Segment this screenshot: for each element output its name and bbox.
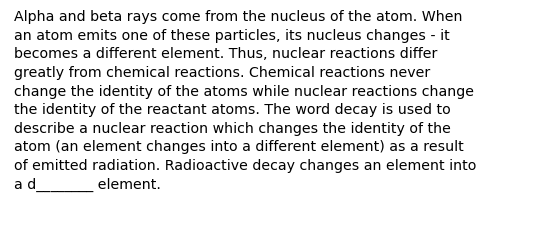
Text: Alpha and beta rays come from the nucleus of the atom. When
an atom emits one of: Alpha and beta rays come from the nucleu… (14, 10, 477, 191)
